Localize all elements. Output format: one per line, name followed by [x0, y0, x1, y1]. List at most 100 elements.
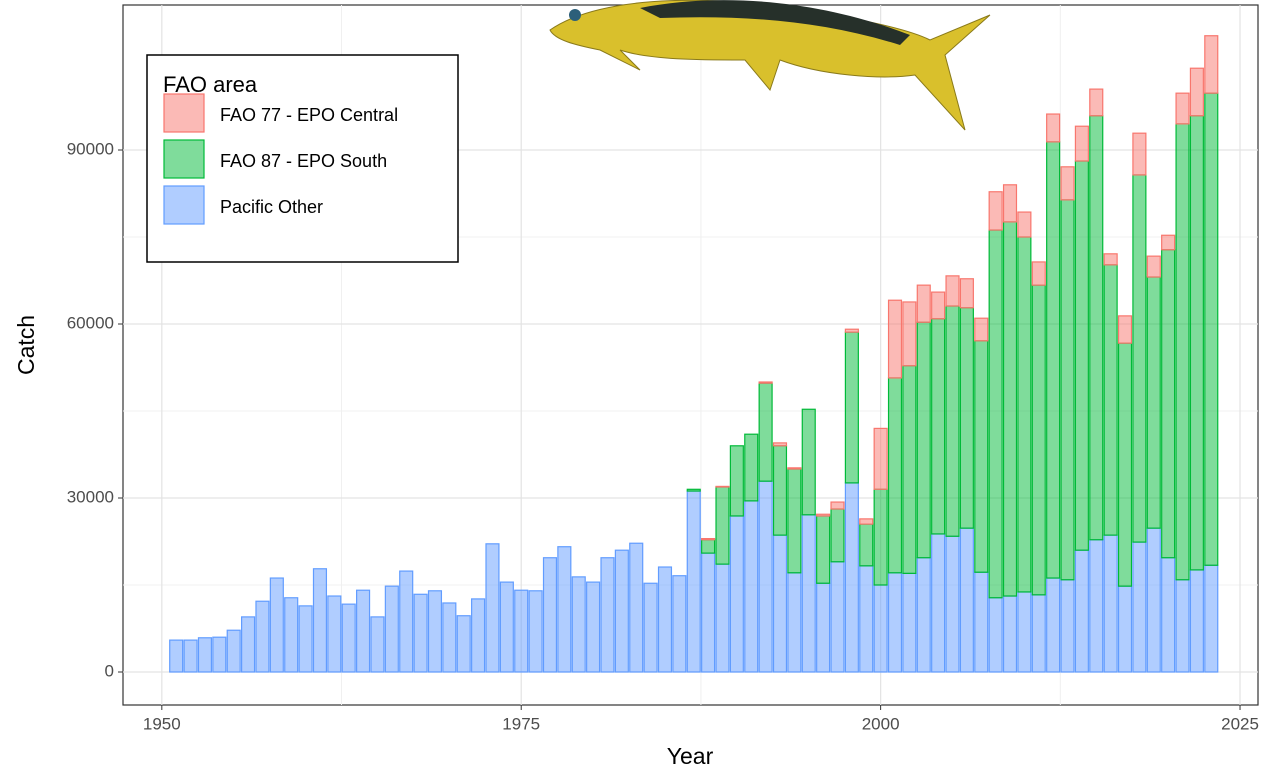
bar-segment [959, 278, 974, 309]
bar-segment [298, 605, 313, 673]
bar-segment [327, 595, 342, 673]
bar-segment [1031, 284, 1046, 596]
bar-segment [816, 515, 831, 584]
bar-segment [715, 563, 730, 673]
bar-segment [945, 305, 960, 537]
bars [169, 35, 1219, 673]
bar-segment [1060, 199, 1075, 581]
bar-segment [1175, 92, 1190, 125]
bar-segment [413, 593, 428, 673]
bar-segment [1046, 577, 1061, 673]
bar-segment [499, 581, 514, 673]
bar-segment [945, 535, 960, 673]
bar-segment [1103, 264, 1118, 536]
bar-segment [686, 490, 701, 673]
bar-segment [514, 589, 529, 673]
bar-segment [988, 191, 1003, 231]
bar-segment [1089, 88, 1104, 117]
bar-segment [931, 318, 946, 535]
bar-segment [931, 291, 946, 320]
bar-segment [1074, 549, 1089, 673]
bar-segment [1017, 591, 1032, 673]
bar-segment [399, 570, 414, 673]
bar-segment [887, 572, 903, 673]
bar-segment [801, 514, 816, 673]
bar-segment [1031, 594, 1046, 673]
bar-segment [1132, 541, 1147, 673]
bar-segment [1031, 261, 1046, 286]
fish-illustration [549, 0, 991, 131]
bar-segment [1017, 236, 1032, 593]
bar-segment [959, 307, 974, 529]
bar-segment [974, 317, 989, 342]
bar-segment [1161, 557, 1176, 673]
bar-segment [816, 513, 831, 517]
bar-segment [801, 408, 816, 516]
bar-segment [542, 557, 558, 673]
bar-segment [1204, 92, 1219, 566]
bar-segment [816, 582, 831, 673]
bar-segment [427, 590, 443, 673]
bar-segment [945, 275, 960, 307]
bar-segment [715, 486, 730, 565]
bar-segment [1146, 527, 1161, 673]
x-tick-label: 1975 [502, 714, 540, 733]
bar-segment [1117, 585, 1133, 673]
bar-segment [873, 488, 888, 586]
bar-segment [974, 340, 989, 573]
bar-segment [1189, 115, 1204, 571]
bar-segment [859, 523, 874, 567]
bar-segment [830, 561, 845, 673]
bar-segment [844, 328, 859, 333]
bar-segment [1189, 569, 1204, 673]
bar-segment [931, 533, 946, 673]
bar-segment [772, 534, 788, 673]
bar-segment [600, 557, 615, 673]
bar-segment [988, 229, 1003, 599]
bar-segment [701, 537, 716, 541]
bar-segment [902, 365, 917, 574]
bar-segment [255, 600, 270, 673]
bar-segment [197, 637, 213, 673]
bar-segment [614, 549, 629, 673]
bar-segment [959, 527, 974, 673]
bar-segment [859, 565, 874, 673]
bar-segment [284, 597, 299, 673]
bar-segment [758, 381, 773, 384]
bar-segment [1046, 141, 1061, 579]
bar-segment [729, 445, 744, 517]
y-tick-label: 60000 [67, 313, 114, 332]
bar-segment [1046, 113, 1061, 143]
y-tick-label: 90000 [67, 139, 114, 158]
bar-segment [1146, 276, 1161, 529]
legend-label: FAO 77 - EPO Central [220, 105, 398, 125]
bar-segment [758, 480, 773, 673]
bar-segment [701, 539, 716, 554]
bar-segment [1175, 579, 1190, 673]
legend-title: FAO area [163, 72, 258, 97]
bar-segment [744, 500, 759, 673]
bar-segment [830, 508, 845, 563]
bar-segment [384, 585, 399, 673]
bar-segment [1204, 35, 1219, 94]
bar-segment [887, 377, 903, 574]
bar-segment [212, 636, 227, 673]
bar-segment [1089, 115, 1104, 541]
legend-swatch [163, 185, 205, 225]
x-tick-label: 2025 [1221, 714, 1259, 733]
y-tick-label: 30000 [67, 487, 114, 506]
legend-swatch [163, 93, 205, 133]
x-axis-title: Year [667, 743, 714, 769]
bar-segment [471, 598, 486, 673]
bar-segment [456, 615, 471, 673]
bar-segment [1132, 174, 1147, 543]
bar-segment [787, 572, 802, 673]
bar-segment [226, 629, 241, 673]
bar-segment [528, 590, 543, 673]
bar-segment [686, 488, 701, 492]
bar-segment [974, 571, 989, 673]
bar-segment [442, 602, 457, 673]
bar-segment [571, 576, 586, 673]
bar-segment [1060, 579, 1075, 673]
bar-segment [859, 518, 874, 525]
